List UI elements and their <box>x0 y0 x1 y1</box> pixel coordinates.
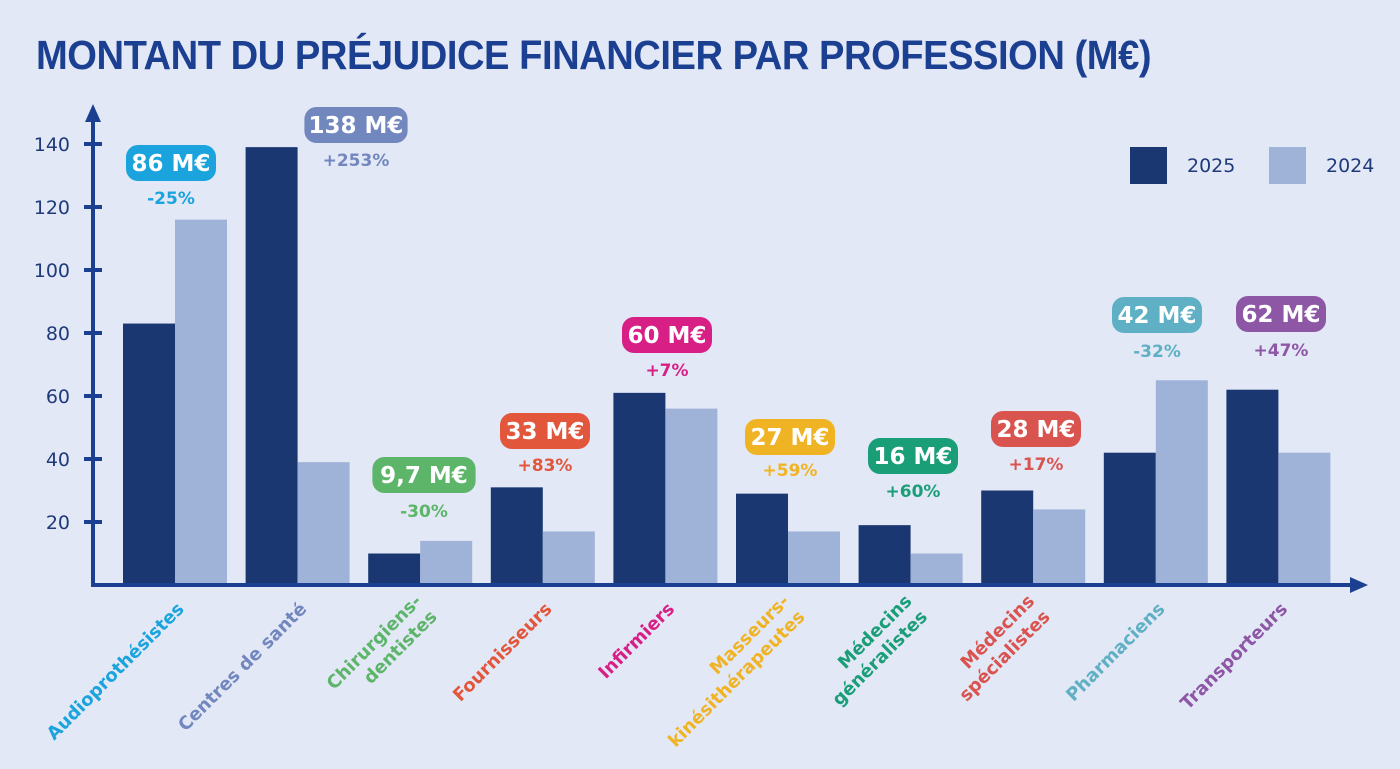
bar-2024 <box>542 531 595 585</box>
x-axis-label: Pharmaciens <box>1062 599 1169 706</box>
bar-2025 <box>1226 389 1279 585</box>
badge-amount: 60 M€ <box>628 323 707 349</box>
legend-swatch-2025 <box>1130 147 1167 184</box>
badge-background <box>991 411 1081 447</box>
legend-swatch-2024 <box>1269 147 1306 184</box>
y-tick-label: 120 <box>34 197 70 219</box>
badge-amount: 9,7 M€ <box>380 463 468 489</box>
axes-group <box>85 104 1368 593</box>
legend-item-2025: 2025 <box>1130 147 1235 184</box>
badge-change-percent: +17% <box>1009 455 1064 475</box>
annotation-badge: 27 M€ +59% <box>745 419 835 481</box>
bar-2025 <box>490 487 543 585</box>
bar-2025 <box>981 490 1034 585</box>
x-axis-label: Infirmiers <box>594 599 678 683</box>
x-axis-label-line: Infirmiers <box>594 599 678 683</box>
x-axis-arrow-icon <box>1350 577 1368 593</box>
x-axis-label-line: Fournisseurs <box>449 599 556 706</box>
badge-amount: 62 M€ <box>1242 302 1321 328</box>
badge-change-percent: -32% <box>1133 342 1181 362</box>
bar-2025 <box>613 392 666 585</box>
bar-2024 <box>1155 380 1208 585</box>
badge-amount: 138 M€ <box>309 113 404 139</box>
bar-2024 <box>297 462 350 585</box>
legend-label-2025: 2025 <box>1187 154 1236 177</box>
badge-background <box>745 419 835 455</box>
x-axis-label-line: Centres de santé <box>174 599 311 736</box>
chart-title: MONTANT DU PRÉJUDICE FINANCIER PAR PROFE… <box>36 32 1152 78</box>
badge-amount: 28 M€ <box>997 417 1076 443</box>
legend-label-2024: 2024 <box>1326 154 1375 177</box>
annotation-badge: 9,7 M€ -30% <box>372 457 476 522</box>
bar-2025 <box>1103 452 1156 585</box>
x-axis-label-line: Transporteurs <box>1177 599 1292 714</box>
y-tick-label: 40 <box>46 449 70 471</box>
bar-2024 <box>665 408 718 585</box>
bars-group <box>123 147 1331 585</box>
bar-2024 <box>175 219 227 585</box>
y-tick-label: 100 <box>34 260 70 282</box>
badge-background <box>1112 297 1202 333</box>
annotation-badge: 28 M€ +17% <box>991 411 1081 475</box>
annotation-badge: 33 M€ +83% <box>500 413 590 476</box>
annotation-badge: 138 M€ +253% <box>304 107 408 171</box>
badge-background <box>500 413 590 449</box>
x-axis-label: Chirurgiens-dentistes <box>323 591 442 694</box>
badge-background <box>126 145 216 181</box>
badge-amount: 86 M€ <box>132 151 211 177</box>
badge-change-percent: +60% <box>886 482 941 502</box>
y-tick-label: 60 <box>46 386 70 408</box>
badge-change-percent: +253% <box>323 151 390 171</box>
badge-change-percent: -30% <box>400 502 448 522</box>
bar-2025 <box>858 525 911 585</box>
badge-change-percent: -25% <box>147 189 195 209</box>
badge-background <box>622 317 712 353</box>
badge-change-percent: +59% <box>763 461 818 481</box>
x-axis-label: Audioprothésistes <box>43 599 189 745</box>
badge-amount: 27 M€ <box>751 425 830 451</box>
bar-2024 <box>1033 509 1086 585</box>
x-axis-label-line: Pharmaciens <box>1062 599 1169 706</box>
y-tick-label: 80 <box>46 323 70 345</box>
badge-change-percent: +83% <box>518 456 573 476</box>
bar-2024 <box>1278 452 1331 585</box>
bar-2025 <box>245 147 298 585</box>
bar-2025 <box>736 493 788 585</box>
y-tick-label: 20 <box>46 512 70 534</box>
bar-2025 <box>368 553 421 585</box>
badge-background <box>1236 296 1326 332</box>
annotations-group: 86 M€ -25% 138 M€ +253% 9,7 M€ -30% 33 M€ +83% 6… <box>126 107 1326 522</box>
badge-amount: 42 M€ <box>1118 303 1197 329</box>
bar-2025 <box>123 323 175 585</box>
x-axis-label-line: Audioprothésistes <box>43 599 189 745</box>
x-axis-label-line: kinésithérapeutes <box>664 606 809 751</box>
badge-background <box>372 457 476 493</box>
badge-background <box>304 107 408 143</box>
x-axis-label: Fournisseurs <box>449 599 556 706</box>
y-tick-label: 140 <box>34 134 70 156</box>
badge-amount: 16 M€ <box>874 444 953 470</box>
annotation-badge: 16 M€ +60% <box>868 438 958 502</box>
bar-2024 <box>910 553 963 585</box>
bar-2024 <box>788 531 840 585</box>
annotation-badge: 86 M€ -25% <box>126 145 216 209</box>
legend-item-2024: 2024 <box>1269 147 1374 184</box>
annotation-badge: 60 M€ +7% <box>622 317 712 381</box>
badge-background <box>868 438 958 474</box>
badge-change-percent: +47% <box>1254 341 1309 361</box>
x-axis-label: Transporteurs <box>1177 599 1292 714</box>
y-axis-arrow-icon <box>85 104 101 122</box>
bar-2024 <box>420 540 473 585</box>
annotation-badge: 42 M€ -32% <box>1112 297 1202 362</box>
y-axis-ticks: 20 40 60 80 100 120 140 <box>34 134 102 534</box>
badge-change-percent: +7% <box>645 361 688 381</box>
annotation-badge: 62 M€ +47% <box>1236 296 1326 361</box>
badge-amount: 33 M€ <box>506 419 585 445</box>
x-axis-label: Centres de santé <box>174 599 311 736</box>
